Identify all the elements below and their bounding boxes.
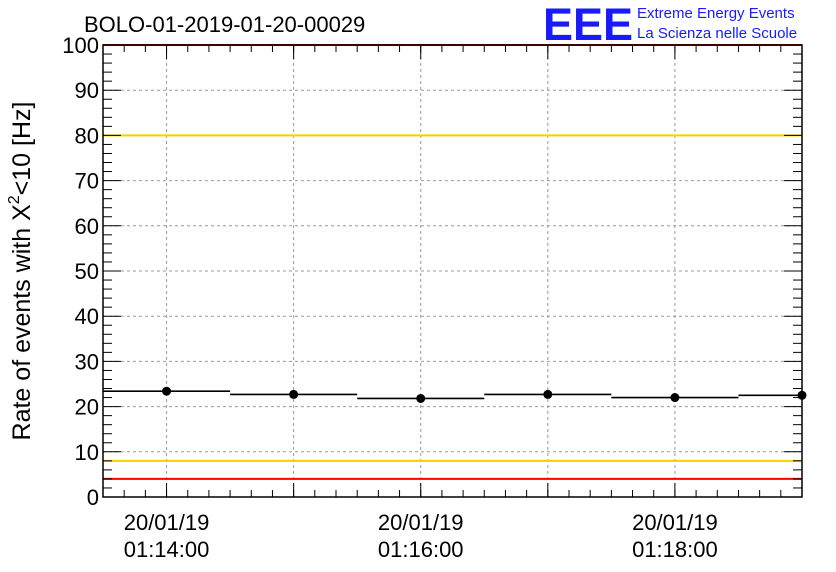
y-tick-label: 0 [87,485,99,510]
x-tick-label-time: 01:18:00 [632,537,718,562]
data-point [162,386,172,396]
data-point [543,389,553,399]
y-axis-label: Rate of events with X2<10 [Hz] [6,102,36,441]
y-tick-label: 70 [75,169,99,194]
logo-line2: La Scienza nelle Scuole [637,25,797,42]
x-tick-label-time: 01:16:00 [378,537,464,562]
data-point [670,393,680,403]
chart-title: BOLO-01-2019-01-20-00029 [84,12,365,37]
y-tick-label: 80 [75,123,99,148]
x-tick-label-date: 20/01/19 [632,510,718,535]
y-tick-label: 10 [75,440,99,465]
data-series [103,386,807,403]
grid [103,45,803,497]
y-tick-label: 30 [75,349,99,374]
data-point [416,393,426,403]
y-tick-label: 20 [75,395,99,420]
x-tick-label-date: 20/01/19 [378,510,464,535]
y-axis-label-suffix: <10 [Hz] [8,102,36,196]
eee-logo: EEE Extreme Energy Events La Scienza nel… [543,0,797,50]
axis-ticks [102,44,803,498]
y-tick-label: 100 [62,33,99,58]
y-axis-label-prefix: Rate of events with X [8,204,36,441]
logo-mark: EEE [543,0,633,50]
y-tick-label: 40 [75,304,99,329]
y-tick-label: 90 [75,78,99,103]
data-point [289,389,299,399]
x-tick-label-date: 20/01/19 [124,510,210,535]
logo-line1: Extreme Energy Events [637,5,795,22]
reference-lines [103,44,802,480]
x-tick-labels: 20/01/1901:14:0020/01/1901:16:0020/01/19… [124,510,718,562]
y-tick-labels: 0 10 20 30 40 50 60 70 80 90 100 [62,33,99,510]
y-axis-label-superscript: 2 [6,195,23,204]
x-tick-label-time: 01:14:00 [124,537,210,562]
y-tick-label: 50 [75,259,99,284]
y-tick-label: 60 [75,214,99,239]
data-point [797,390,807,400]
